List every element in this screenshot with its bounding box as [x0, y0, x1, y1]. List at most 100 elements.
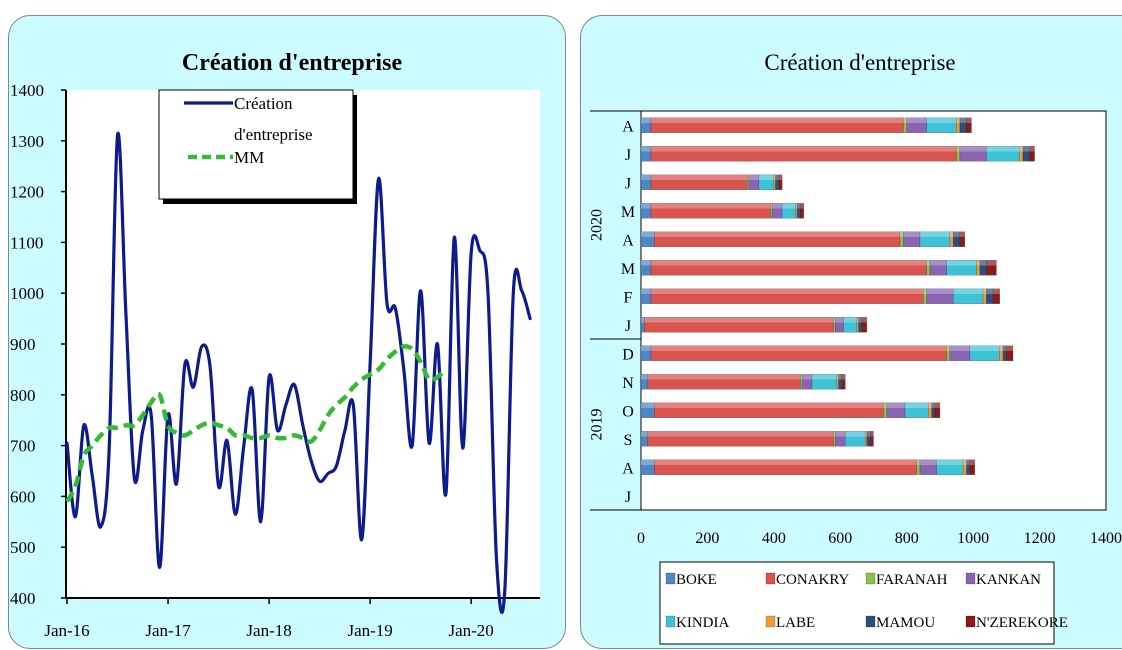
legend-swatch-4	[665, 615, 676, 628]
bar-segment-highlight	[797, 203, 801, 209]
bar-segment-highlight	[956, 146, 960, 152]
y-tick-label: 400	[10, 589, 36, 608]
bar-segment-highlight	[647, 374, 801, 380]
bar-segment-highlight	[758, 174, 774, 180]
bar-segment-highlight	[1006, 345, 1013, 351]
legend-swatch-5	[765, 615, 776, 628]
x-tick-label: 800	[895, 530, 919, 547]
bar-segment-4	[843, 317, 858, 333]
bar-segment-highlight	[1003, 345, 1007, 351]
bar-segment-7	[800, 203, 805, 219]
x-tick-label: 600	[828, 530, 852, 547]
bar-segment-highlight	[650, 345, 947, 351]
bar-segment-highlight	[772, 203, 783, 209]
bar-segment-highlight	[650, 288, 924, 294]
bar-segment-highlight	[641, 317, 645, 323]
y-tick-label: 500	[10, 538, 36, 557]
bar-segment-5	[982, 288, 987, 304]
legend-label-0b: d'entreprise	[234, 125, 313, 144]
category-label: J	[625, 489, 631, 506]
bar-segment-highlight	[802, 374, 813, 380]
bar-segment-highlight	[812, 374, 837, 380]
legend-swatch-3	[965, 572, 976, 585]
bar-segment-1	[650, 260, 927, 276]
bar-segment-7	[959, 231, 966, 247]
category-label: J	[625, 175, 631, 192]
legend-label-0: BOKE	[676, 572, 717, 588]
x-tick-label: Jan-18	[246, 621, 291, 640]
y-tick-label: 900	[10, 335, 36, 354]
bar-segment-highlight	[959, 117, 967, 123]
x-tick-label: 1400	[1090, 530, 1122, 547]
bar-segment-7	[861, 317, 868, 333]
bar-segment-highlight	[861, 317, 867, 323]
bar-segment-highlight	[963, 459, 967, 465]
bar-segment-highlight	[800, 374, 803, 380]
bar-segment-3	[959, 146, 987, 162]
category-label: J	[625, 147, 631, 164]
legend-label-6: MAMOU	[876, 615, 935, 631]
bar-segment-highlight	[800, 203, 804, 209]
bar-segment-highlight	[778, 174, 783, 180]
series-line-1	[65, 344, 448, 503]
bar-segment-7	[969, 459, 976, 475]
bar-segment-highlight	[949, 231, 954, 237]
bar-segment-highlight	[843, 317, 857, 323]
category-label: D	[622, 346, 634, 363]
bar-segment-highlight	[1019, 146, 1023, 152]
bar-segment-highlight	[782, 203, 796, 209]
line-chart: Création d'entreprise 400 500 600 700 800 900 1…	[10, 50, 540, 640]
y-tick-label: 800	[10, 386, 36, 405]
bar-segment-highlight	[641, 402, 655, 408]
bar-segment-highlight	[641, 174, 651, 180]
bar-segment-highlight	[641, 117, 651, 123]
category-label: A	[622, 118, 634, 135]
bar-segment-2	[923, 288, 927, 304]
bar-segment-highlight	[986, 260, 997, 266]
bar-segment-7	[934, 402, 941, 418]
bar-segment-highlight	[833, 317, 836, 323]
category-label: A	[622, 232, 634, 249]
y-tick-label: 1300	[10, 132, 44, 151]
bar-segment-7	[966, 117, 972, 133]
bar-segment-highlight	[979, 260, 987, 266]
bar-segment-2	[899, 231, 904, 247]
bar-segment-highlight	[929, 260, 947, 266]
bar-segment-highlight	[928, 402, 932, 408]
x-tick-label: 1000	[957, 530, 989, 547]
y-tick-label: 1000	[10, 284, 44, 303]
bar-segment-highlight	[993, 288, 1000, 294]
x-tick-label: Jan-17	[145, 621, 191, 640]
bar-segment-highlight	[959, 231, 965, 237]
bar-segment-highlight	[905, 402, 929, 408]
legend-label-1: MM	[234, 148, 264, 167]
bar-segment-highlight	[836, 374, 839, 380]
legend-label-0a: Création	[234, 94, 293, 113]
bar-segment-highlight	[641, 231, 655, 237]
x-tick-label: 200	[695, 530, 719, 547]
x-tick-label: 1200	[1024, 530, 1056, 547]
bar-segment-highlight	[833, 431, 836, 437]
legend-swatch-0	[665, 572, 676, 585]
bar-segment-highlight	[641, 146, 651, 152]
bar-segment-highlight	[969, 459, 975, 465]
bar-segment-highlight	[845, 431, 866, 437]
bar-segment-2	[946, 345, 951, 361]
legend-label-7: N'ZEREKORE	[976, 615, 1068, 631]
bar-segment-highlight	[641, 374, 648, 380]
bar-segment-highlight	[650, 203, 771, 209]
legend-label-2: FARANAH	[876, 572, 948, 588]
bar-segment-highlight	[953, 231, 960, 237]
chart-title: Création d'entreprise	[182, 50, 403, 76]
bar-segment-highlight	[865, 431, 867, 437]
bar-segment-highlight	[946, 260, 977, 266]
bar-segment-highlight	[903, 117, 907, 123]
legend-label-5: LABE	[776, 615, 815, 631]
bar-segment-7	[1006, 345, 1014, 361]
x-tick-label: 400	[762, 530, 786, 547]
group-label: 2020	[589, 209, 606, 241]
bar-segment-highlight	[976, 260, 980, 266]
bar-segment-highlight	[775, 174, 779, 180]
bar-segment-highlight	[931, 402, 935, 408]
